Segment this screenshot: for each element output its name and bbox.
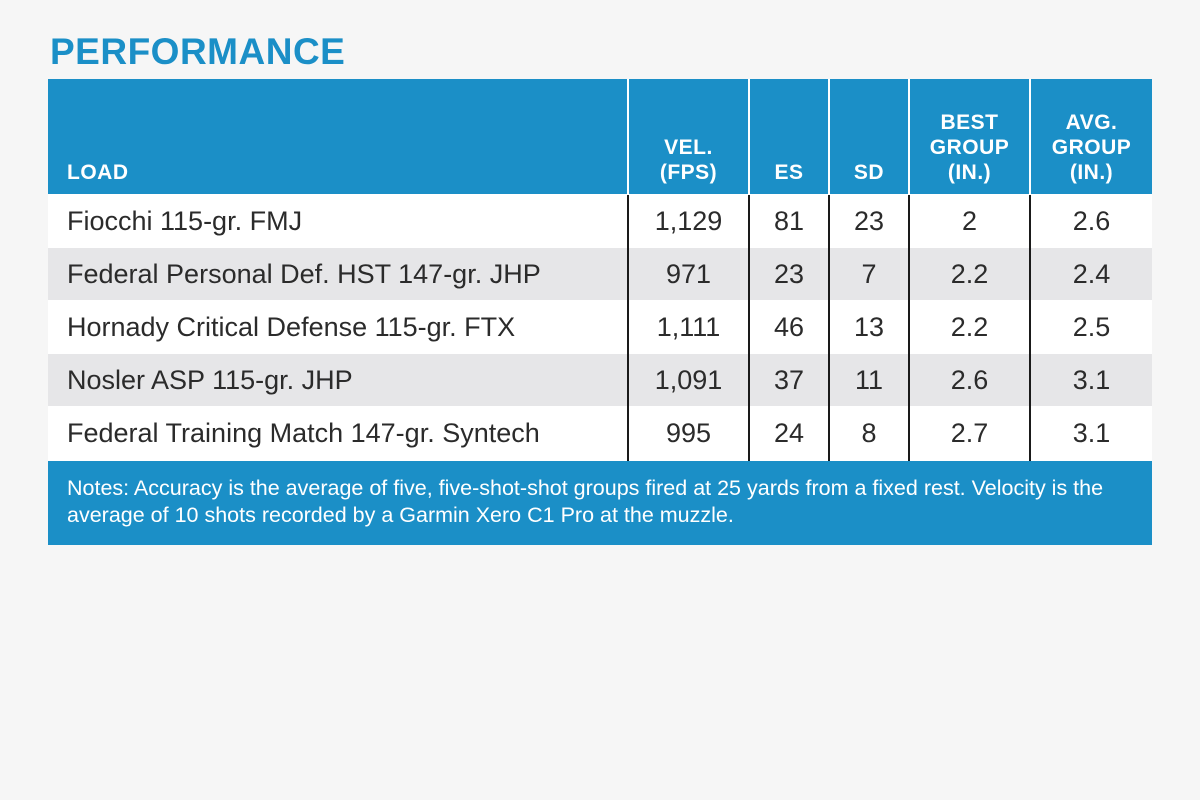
table-row: Federal Personal Def. HST 147-gr. JHP 97… xyxy=(48,247,1152,301)
cell-es: 81 xyxy=(748,194,829,248)
cell-avg-group: 3.1 xyxy=(1029,353,1152,407)
table-row: Hornady Critical Defense 115-gr. FTX 1,1… xyxy=(48,300,1152,354)
cell-velocity: 971 xyxy=(627,247,749,301)
cell-load: Federal Training Match 147-gr. Syntech xyxy=(48,406,628,460)
column-header-velocity: VEL. (FPS) xyxy=(627,79,749,195)
column-header-load: LOAD xyxy=(48,79,628,195)
column-header-best-group: BEST GROUP (IN.) xyxy=(908,79,1030,195)
cell-sd: 11 xyxy=(828,353,909,407)
cell-sd: 23 xyxy=(828,194,909,248)
notes-label: Notes: xyxy=(67,476,130,500)
cell-best-group: 2.6 xyxy=(908,353,1030,407)
column-header-sd: SD xyxy=(828,79,909,195)
cell-best-group: 2 xyxy=(908,194,1030,248)
cell-avg-group: 2.5 xyxy=(1029,300,1152,354)
notes-text: Accuracy is the average of five, five-sh… xyxy=(67,476,1104,527)
column-header-es: ES xyxy=(748,79,829,195)
cell-avg-group: 2.6 xyxy=(1029,194,1152,248)
cell-best-group: 2.7 xyxy=(908,406,1030,460)
cell-sd: 7 xyxy=(828,247,909,301)
notes-row: Notes: Accuracy is the average of five, … xyxy=(48,459,1152,545)
cell-velocity: 1,111 xyxy=(627,300,749,354)
table-row: Nosler ASP 115-gr. JHP 1,091 37 11 2.6 3… xyxy=(48,353,1152,407)
table-row: Federal Training Match 147-gr. Syntech 9… xyxy=(48,406,1152,460)
table-header: LOAD VEL. (FPS) ES SD BEST GROUP (IN.) A… xyxy=(48,79,1152,195)
cell-sd: 13 xyxy=(828,300,909,354)
header-row: LOAD VEL. (FPS) ES SD BEST GROUP (IN.) A… xyxy=(48,79,1152,195)
column-header-avg-group: AVG. GROUP (IN.) xyxy=(1029,79,1152,195)
cell-velocity: 1,129 xyxy=(627,194,749,248)
cell-load: Hornady Critical Defense 115-gr. FTX xyxy=(48,300,628,354)
cell-es: 23 xyxy=(748,247,829,301)
notes: Notes: Accuracy is the average of five, … xyxy=(48,459,1152,545)
table-row: Fiocchi 115-gr. FMJ 1,129 81 23 2 2.6 xyxy=(48,194,1152,248)
cell-velocity: 995 xyxy=(627,406,749,460)
cell-load: Fiocchi 115-gr. FMJ xyxy=(48,194,628,248)
cell-load: Nosler ASP 115-gr. JHP xyxy=(48,353,628,407)
cell-sd: 8 xyxy=(828,406,909,460)
cell-load: Federal Personal Def. HST 147-gr. JHP xyxy=(48,247,628,301)
table-footer: Notes: Accuracy is the average of five, … xyxy=(48,459,1152,545)
performance-table: LOAD VEL. (FPS) ES SD BEST GROUP (IN.) A… xyxy=(48,79,1152,545)
cell-es: 37 xyxy=(748,353,829,407)
cell-best-group: 2.2 xyxy=(908,247,1030,301)
cell-es: 46 xyxy=(748,300,829,354)
cell-best-group: 2.2 xyxy=(908,300,1030,354)
page-title: PERFORMANCE xyxy=(50,31,346,72)
table-body: Fiocchi 115-gr. FMJ 1,129 81 23 2 2.6 Fe… xyxy=(48,194,1152,460)
cell-velocity: 1,091 xyxy=(627,353,749,407)
cell-es: 24 xyxy=(748,406,829,460)
cell-avg-group: 2.4 xyxy=(1029,247,1152,301)
cell-avg-group: 3.1 xyxy=(1029,406,1152,460)
